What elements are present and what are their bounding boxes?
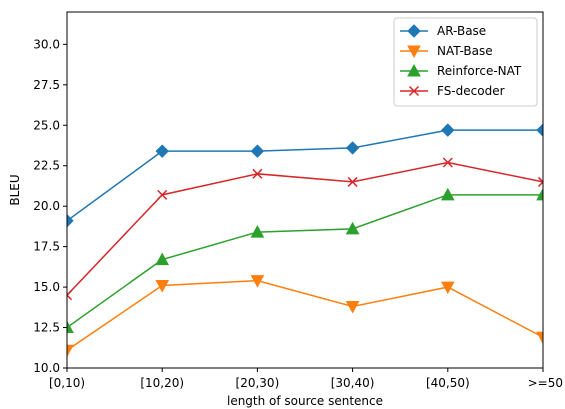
y-tick-label: 25.0 [33, 118, 60, 132]
plot-frame [66, 11, 544, 369]
series-line [67, 129, 543, 222]
legend-marker [408, 85, 420, 97]
legend-marker [407, 45, 421, 59]
x-tick-label: [30,40) [331, 376, 375, 390]
data-point [155, 252, 170, 266]
data-point [67, 344, 74, 358]
y-tick-label: 17.5 [33, 240, 60, 254]
x-axis-label: length of source sentence [227, 394, 383, 408]
legend-label: NAT-Base [437, 44, 493, 58]
series-reinforce-nat [67, 187, 543, 334]
data-point [536, 331, 543, 345]
legend-label: FS-decoder [437, 84, 505, 98]
y-tick-label: 30.0 [33, 37, 60, 51]
series-fs-decoder [67, 157, 543, 301]
x-tick-label: >=50 [528, 376, 563, 390]
data-point [442, 157, 453, 168]
data-point [250, 144, 265, 158]
data-point [67, 320, 74, 334]
data-point [345, 221, 360, 235]
data-point [441, 123, 455, 137]
series-ar-base [67, 123, 543, 228]
data-point [345, 141, 360, 155]
data-series [67, 123, 543, 358]
y-tick-label: 10.0 [33, 361, 60, 375]
data-point [250, 225, 265, 238]
data-point [157, 189, 168, 200]
x-tick-label: [20,30) [236, 376, 280, 390]
series-line [67, 194, 543, 329]
legend-label: AR-Base [437, 24, 486, 38]
y-tick-label: 12.5 [33, 321, 60, 335]
data-point [67, 290, 73, 301]
legend-label: Reinforce-NAT [437, 64, 522, 78]
y-axis-label: BLEU [8, 174, 22, 205]
series-line [67, 161, 543, 296]
y-tick-label: 22.5 [33, 159, 60, 173]
legend-marker [407, 24, 421, 38]
y-tick-label: 15.0 [33, 280, 60, 294]
data-point [67, 214, 74, 228]
data-point [250, 275, 265, 288]
legend-entry: NAT-Base [400, 44, 493, 59]
data-point [345, 301, 360, 314]
x-tick-label: [10,20) [140, 376, 184, 390]
legend-box [393, 17, 538, 107]
legend-entry: AR-Base [400, 24, 486, 38]
data-point [440, 281, 455, 295]
data-point [440, 187, 455, 201]
data-point [536, 123, 543, 137]
data-point [347, 176, 358, 187]
series-nat-base [67, 275, 543, 358]
y-tick-label: 20.0 [33, 199, 60, 213]
legend-marker [407, 63, 421, 77]
x-tick-label: [0,10) [49, 376, 85, 390]
data-point [537, 176, 543, 187]
data-point [536, 187, 543, 201]
legend: AR-Base NAT-Base Reinforce-NAT FS-decoder [393, 17, 538, 107]
data-point [155, 279, 170, 293]
y-tick-label: 27.5 [33, 78, 60, 92]
data-point [252, 168, 263, 179]
axis-ticks: 10.0 12.5 15.0 17.5 20.0 22.5 25.0 27.5 30.0 [0,1… [33, 37, 563, 390]
x-tick-label: [40,50) [426, 376, 470, 390]
legend-entry: FS-decoder [400, 84, 505, 98]
data-point [155, 144, 169, 158]
series-line [67, 279, 543, 351]
legend-entry: Reinforce-NAT [400, 63, 522, 78]
